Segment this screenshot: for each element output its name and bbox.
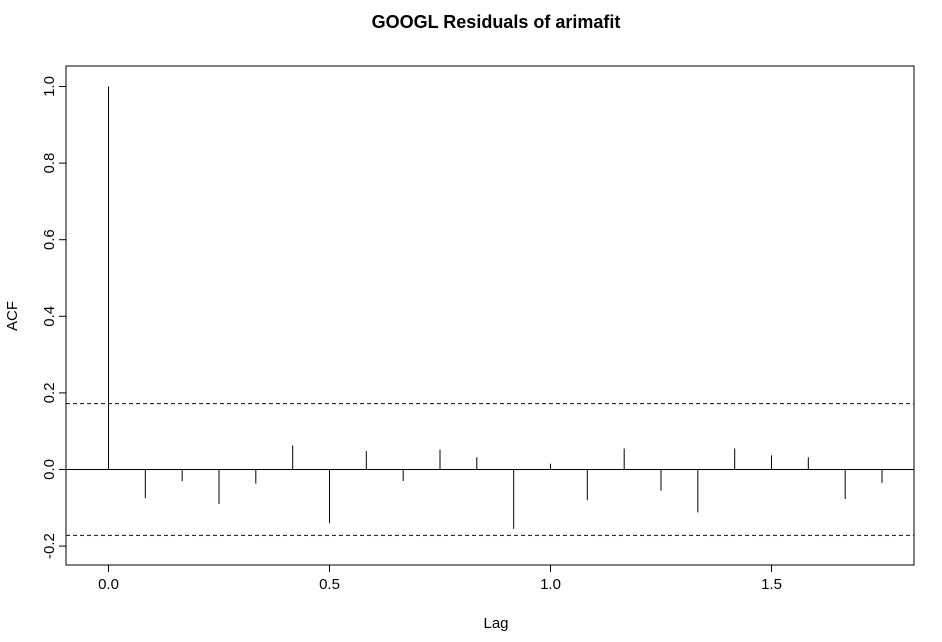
plot-frame bbox=[65, 65, 915, 566]
x-axis-label: Lag bbox=[483, 615, 508, 632]
y-tick-label: 0.2 bbox=[41, 382, 58, 403]
y-tick-label: 0.0 bbox=[41, 459, 58, 480]
x-tick-label: 0.5 bbox=[319, 576, 340, 593]
chart-title: GOOGL Residuals of arimafit bbox=[372, 12, 621, 32]
x-tick-label: 0.0 bbox=[98, 576, 119, 593]
y-axis: -0.2 0.0 0.2 0.4 0.6 0.8 1.0 bbox=[41, 76, 67, 559]
y-tick-label: -0.2 bbox=[41, 533, 58, 559]
y-axis-label: ACF bbox=[4, 301, 21, 331]
acf-bars bbox=[108, 86, 883, 529]
y-tick-label: 0.4 bbox=[41, 306, 58, 327]
y-tick-label: 0.6 bbox=[41, 229, 58, 250]
x-tick-label: 1.5 bbox=[761, 576, 782, 593]
y-tick-label: 0.8 bbox=[41, 153, 58, 174]
x-axis: 0.0 0.5 1.0 1.5 bbox=[98, 564, 782, 593]
y-tick-label: 1.0 bbox=[41, 76, 58, 97]
x-tick-label: 1.0 bbox=[540, 576, 561, 593]
